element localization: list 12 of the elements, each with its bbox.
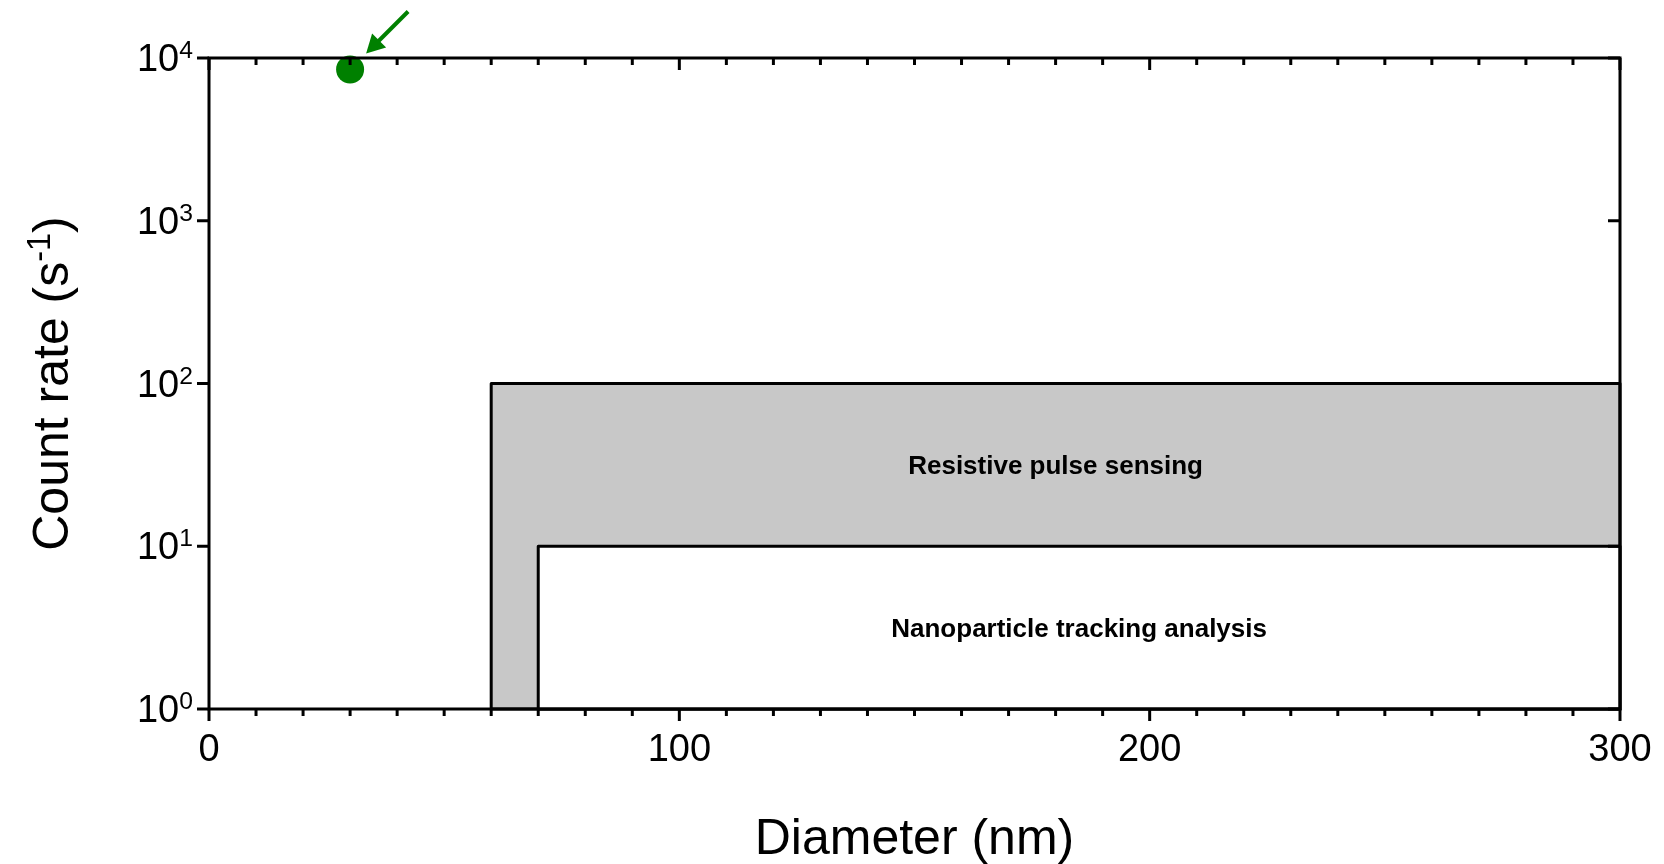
y-tick-label: 10$^{1}$ [136, 523, 193, 568]
y-tick-label: 10$^{0}$ [136, 686, 193, 730]
y-tick-label: 10$^{4}$ [136, 35, 193, 79]
x-tick-label: 100 [647, 727, 712, 769]
x-tick-label: 0 [198, 727, 220, 769]
y-tick-label: 10$^{2}$ [136, 361, 193, 405]
x-axis-title: Diameter (nm) [754, 809, 1075, 864]
x-tick-label: 300 [1588, 727, 1652, 769]
x-tick-label: 200 [1117, 727, 1182, 769]
y-tick-label: 10$^{3}$ [136, 198, 193, 242]
series-label: Nanoparticle tracking analysis [891, 612, 1267, 643]
series-label: Resistive pulse sensing [908, 449, 1203, 480]
